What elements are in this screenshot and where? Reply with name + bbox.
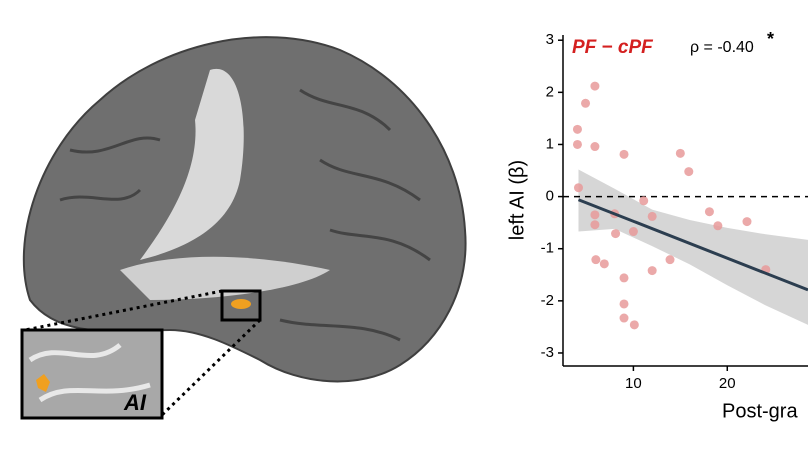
point [629,320,639,330]
point [590,142,600,152]
point [628,227,638,237]
point [590,220,600,230]
confidence-band [578,169,808,325]
point [619,313,629,323]
y-tick-label: -3 [541,344,554,361]
x-tick-label: 10 [625,375,642,392]
point [647,266,657,276]
region-label: AI [123,390,147,415]
point [665,255,675,265]
point [704,207,714,217]
chart-title: PF − cPF [572,37,654,58]
fit-line [577,198,808,292]
point [572,139,582,149]
y-tick-label: -2 [541,292,554,309]
point [639,196,649,206]
point [742,217,752,227]
y-tick-label: 2 [546,83,554,100]
stat-label: ρ = -0.40 [690,39,754,56]
x-axis-label: Post-gra [722,400,798,422]
point [713,221,723,231]
point [611,229,621,239]
x-tick-label: 20 [719,375,736,392]
point [591,255,601,265]
y-axis-label: left AI (β) [506,160,528,240]
point [581,98,591,108]
point [572,124,582,134]
y-tick-label: -1 [541,240,554,257]
y-tick-label: 1 [546,135,554,152]
point [590,81,600,91]
point [619,299,629,309]
y-tick-label: 3 [546,31,554,48]
point [684,167,694,177]
point [675,148,685,158]
y-tick-label: 0 [546,188,554,205]
significance: * [767,29,774,49]
point [573,183,583,193]
point [599,259,609,269]
point [590,210,600,220]
point [619,273,629,283]
brain-image: AI [20,36,467,420]
point [647,211,657,221]
point [619,149,629,159]
